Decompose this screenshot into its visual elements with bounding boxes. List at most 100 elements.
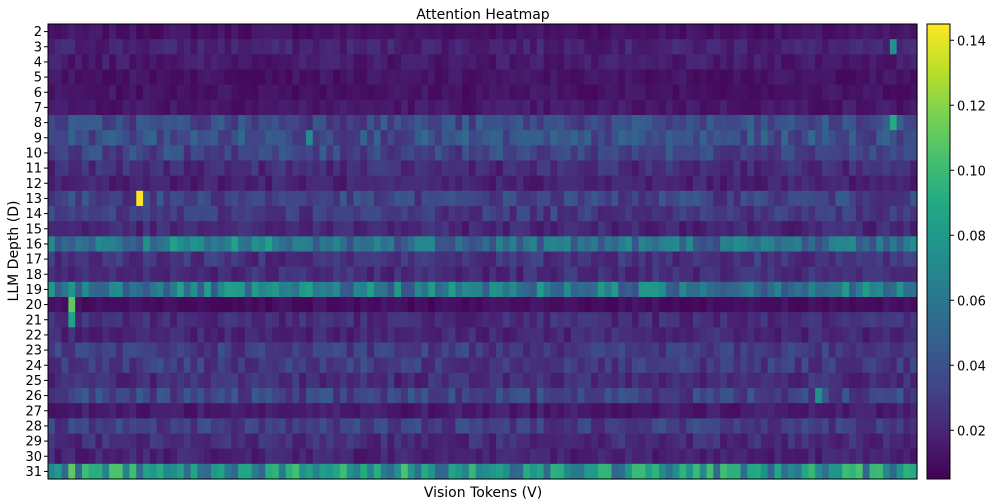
heatmap-cell bbox=[699, 433, 708, 450]
heatmap-cell bbox=[136, 99, 144, 116]
heatmap-cell bbox=[625, 297, 633, 313]
heatmap-cell bbox=[645, 297, 653, 313]
heatmap-cell bbox=[183, 342, 192, 359]
heatmap-cell bbox=[536, 190, 545, 207]
heatmap-cell bbox=[75, 175, 83, 192]
heatmap-cell bbox=[95, 281, 103, 298]
heatmap-cell bbox=[414, 342, 422, 359]
heatmap-cell bbox=[672, 145, 680, 162]
heatmap-cell bbox=[896, 312, 905, 328]
heatmap-cell bbox=[312, 266, 321, 283]
heatmap-cell bbox=[774, 115, 782, 131]
heatmap-cell bbox=[855, 115, 864, 131]
heatmap-cell bbox=[81, 115, 90, 131]
heatmap-cell bbox=[95, 221, 103, 237]
heatmap-cell bbox=[563, 297, 572, 313]
heatmap-cell bbox=[414, 175, 422, 192]
heatmap-cell bbox=[862, 448, 871, 465]
heatmap-cell bbox=[516, 130, 524, 146]
heatmap-cell bbox=[129, 433, 137, 450]
heatmap-cell bbox=[149, 24, 158, 40]
heatmap-cell bbox=[251, 297, 260, 313]
heatmap-cell bbox=[319, 145, 327, 162]
heatmap-cell bbox=[523, 69, 531, 86]
heatmap-cell bbox=[204, 236, 212, 253]
heatmap-cell bbox=[903, 206, 911, 222]
heatmap-cell bbox=[238, 221, 246, 237]
heatmap-cell bbox=[115, 388, 124, 404]
heatmap-cell bbox=[754, 266, 762, 283]
heatmap-cell bbox=[889, 236, 898, 253]
heatmap-cell bbox=[781, 99, 789, 116]
heatmap-cell bbox=[489, 54, 497, 71]
heatmap-cell bbox=[720, 115, 728, 131]
heatmap-cell bbox=[855, 403, 864, 419]
heatmap-cell bbox=[183, 448, 192, 465]
heatmap-cell bbox=[305, 297, 314, 313]
heatmap-cell bbox=[584, 69, 592, 86]
heatmap-cell bbox=[353, 372, 361, 389]
heatmap-cell bbox=[808, 175, 816, 192]
heatmap-cell bbox=[414, 69, 422, 86]
heatmap-cell bbox=[835, 54, 843, 71]
heatmap-cell bbox=[821, 433, 830, 450]
heatmap-cell bbox=[462, 251, 470, 268]
heatmap-cell bbox=[821, 327, 830, 344]
heatmap-cell bbox=[231, 130, 239, 146]
heatmap-cell bbox=[68, 281, 76, 298]
heatmap-cell bbox=[163, 69, 171, 86]
heatmap-cell bbox=[170, 115, 178, 131]
heatmap-cell bbox=[285, 463, 294, 480]
heatmap-cell bbox=[48, 403, 56, 419]
heatmap-cell bbox=[631, 236, 640, 253]
heatmap-cell bbox=[468, 99, 477, 116]
heatmap-cell bbox=[136, 84, 144, 101]
heatmap-cell bbox=[652, 54, 660, 71]
heatmap-cell bbox=[489, 24, 497, 40]
heatmap-cell bbox=[360, 190, 368, 207]
heatmap-cell bbox=[224, 115, 232, 131]
heatmap-cell bbox=[373, 327, 382, 344]
heatmap-cell bbox=[788, 463, 796, 480]
heatmap-cell bbox=[509, 418, 518, 435]
heatmap-cell bbox=[285, 84, 294, 101]
heatmap-cell bbox=[699, 190, 708, 207]
heatmap-cell bbox=[645, 327, 653, 344]
heatmap-cell bbox=[530, 145, 538, 162]
heatmap-cell bbox=[523, 39, 531, 55]
heatmap-cell bbox=[401, 327, 409, 344]
heatmap-cell bbox=[855, 175, 864, 192]
heatmap-cell bbox=[889, 342, 898, 359]
heatmap-cell bbox=[272, 342, 280, 359]
heatmap-cell bbox=[380, 448, 389, 465]
heatmap-cell bbox=[462, 297, 470, 313]
heatmap-cell bbox=[659, 418, 667, 435]
heatmap-cell bbox=[774, 206, 782, 222]
heatmap-cell bbox=[448, 99, 456, 116]
heatmap-cell bbox=[686, 281, 694, 298]
heatmap-cell bbox=[231, 145, 239, 162]
heatmap-cell bbox=[584, 24, 592, 40]
heatmap-cell bbox=[821, 281, 830, 298]
heatmap-cell bbox=[61, 221, 69, 237]
heatmap-cell bbox=[380, 54, 389, 71]
heatmap-cell bbox=[815, 312, 823, 328]
heatmap-cell bbox=[597, 251, 606, 268]
heatmap-cell bbox=[577, 388, 585, 404]
heatmap-cell bbox=[278, 448, 287, 465]
heatmap-cell bbox=[502, 297, 511, 313]
heatmap-cell bbox=[244, 84, 253, 101]
heatmap-cell bbox=[502, 448, 511, 465]
heatmap-cell bbox=[421, 145, 429, 162]
heatmap-cell bbox=[631, 160, 640, 177]
heatmap-cell bbox=[557, 463, 565, 480]
heatmap-cell bbox=[489, 281, 497, 298]
heatmap-cell bbox=[808, 24, 816, 40]
heatmap-cell bbox=[889, 327, 898, 344]
heatmap-cell bbox=[367, 24, 375, 40]
heatmap-cell bbox=[224, 448, 232, 465]
heatmap-cell bbox=[394, 448, 402, 465]
heatmap-cell bbox=[326, 130, 334, 146]
heatmap-cell bbox=[319, 357, 327, 374]
heatmap-cell bbox=[217, 221, 226, 237]
